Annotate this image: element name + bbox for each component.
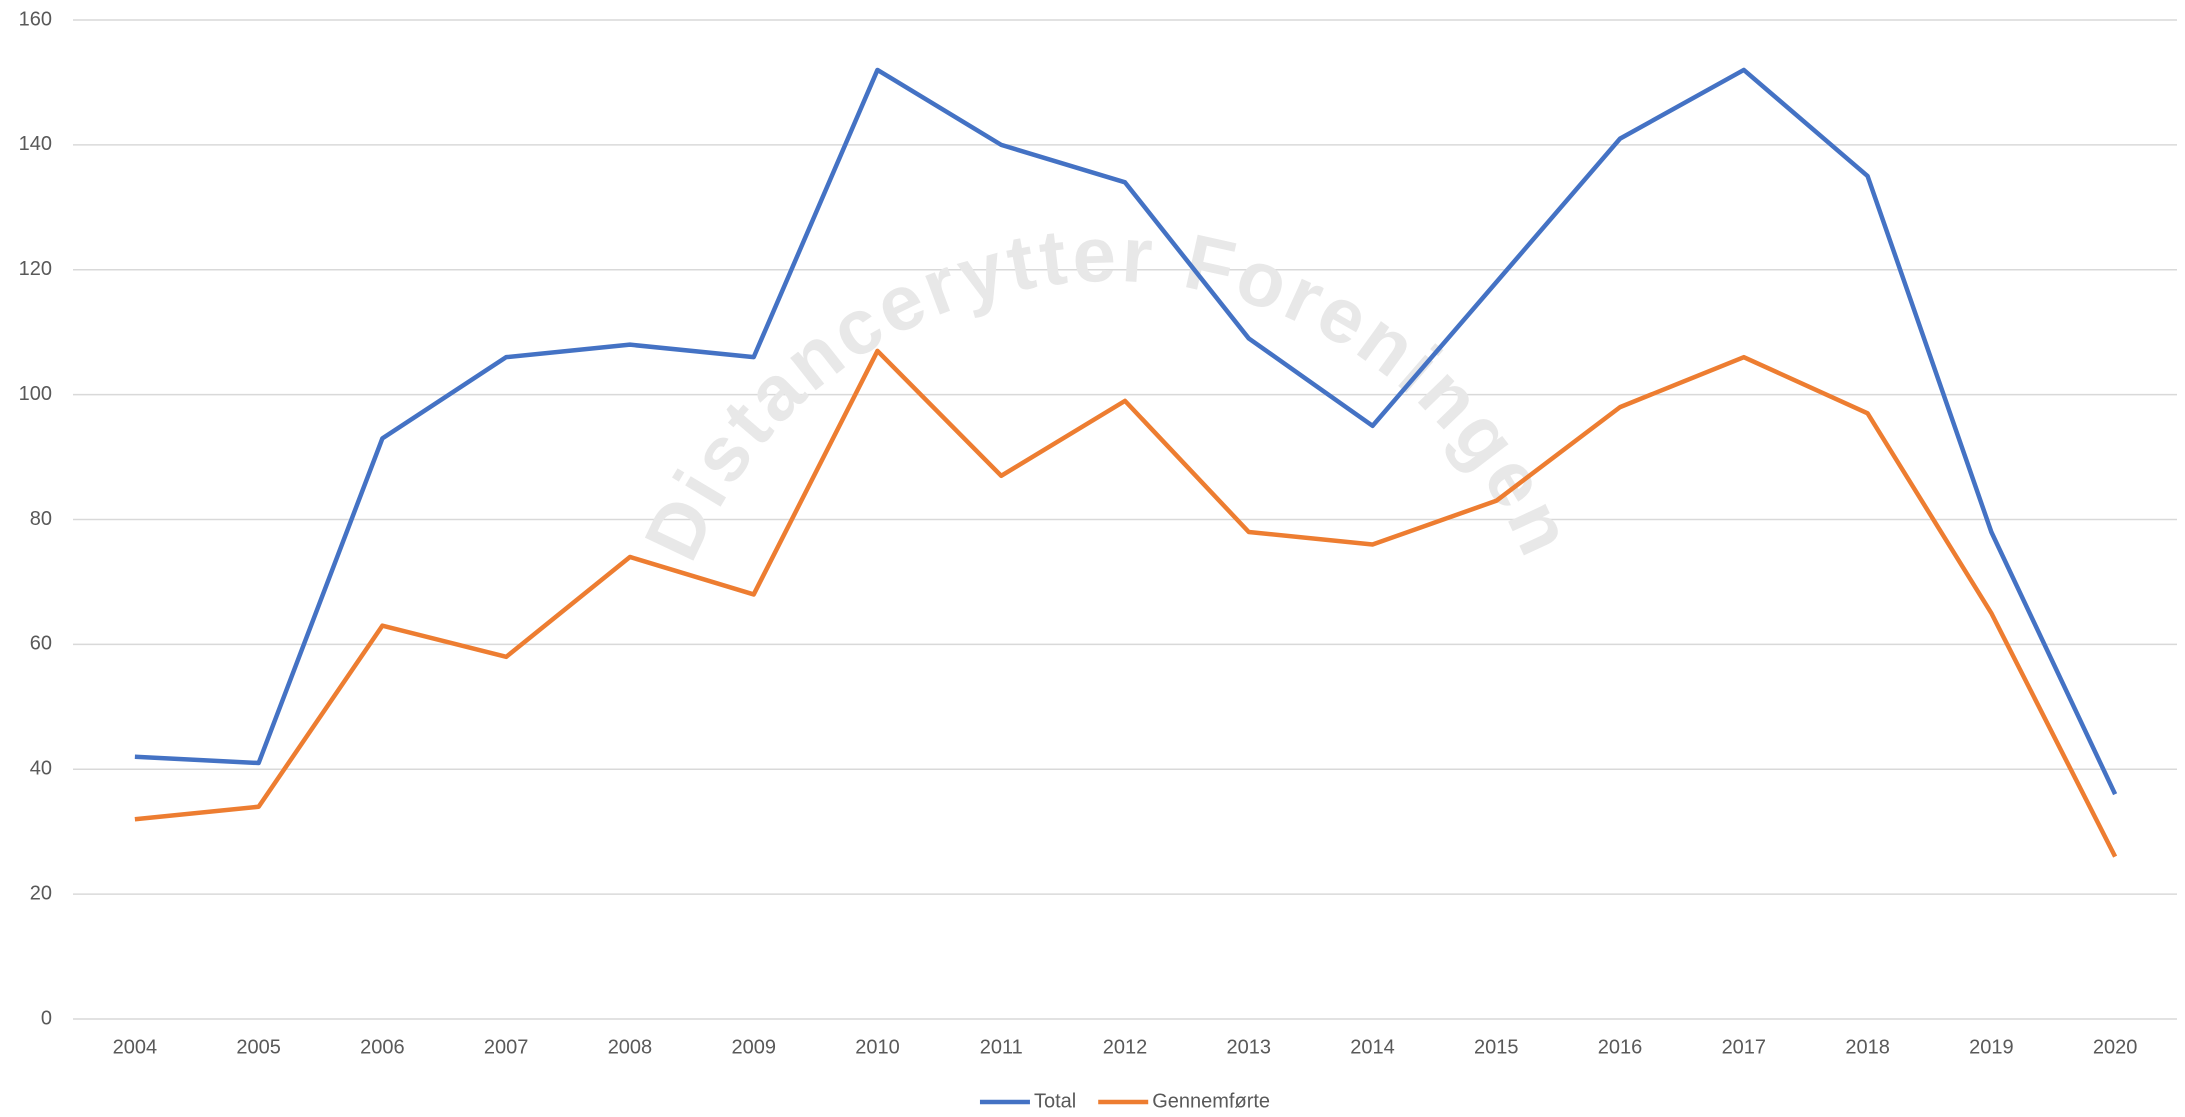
x-tick-label: 2016	[1598, 1036, 1643, 1058]
x-tick-label: 2007	[484, 1036, 529, 1058]
x-tick-label: 2010	[855, 1036, 900, 1058]
x-tick-label: 2011	[980, 1036, 1023, 1058]
legend-label: Gennemførte	[1152, 1090, 1270, 1112]
series-line	[135, 351, 2115, 857]
x-tick-label: 2019	[1969, 1036, 2014, 1058]
x-tick-label: 2009	[731, 1036, 776, 1058]
legend-item: Total	[980, 1090, 1076, 1112]
x-tick-label: 2012	[1103, 1036, 1148, 1058]
x-tick-label: 2004	[113, 1036, 158, 1058]
y-tick-label: 0	[41, 1007, 52, 1029]
y-tick-label: 160	[19, 8, 52, 30]
x-tick-label: 2005	[236, 1036, 281, 1058]
x-tick-label: 2006	[360, 1036, 405, 1058]
x-tick-label: 2014	[1350, 1036, 1395, 1058]
y-tick-label: 80	[30, 508, 52, 530]
x-tick-label: 2017	[1722, 1036, 1767, 1058]
y-tick-label: 40	[30, 758, 52, 780]
chart: Distancerytter Foreningen 02040608010012…	[0, 0, 2185, 1117]
y-tick-label: 120	[19, 258, 52, 280]
x-tick-label: 2008	[608, 1036, 653, 1058]
series-line	[135, 70, 2115, 794]
x-tick-label: 2020	[2093, 1036, 2138, 1058]
x-tick-label: 2018	[1845, 1036, 1890, 1058]
legend-label: Total	[1034, 1090, 1076, 1112]
y-tick-label: 20	[30, 882, 52, 904]
y-tick-label: 140	[19, 133, 52, 155]
page: Distancerytter Foreningen 02040608010012…	[0, 0, 2185, 1117]
x-tick-label: 2015	[1474, 1036, 1519, 1058]
y-tick-label: 60	[30, 633, 52, 655]
x-tick-label: 2013	[1227, 1036, 1272, 1058]
legend: Total Gennemførte	[980, 1090, 1270, 1112]
legend-item: Gennemførte	[1098, 1090, 1270, 1112]
y-tick-label: 100	[19, 383, 52, 405]
